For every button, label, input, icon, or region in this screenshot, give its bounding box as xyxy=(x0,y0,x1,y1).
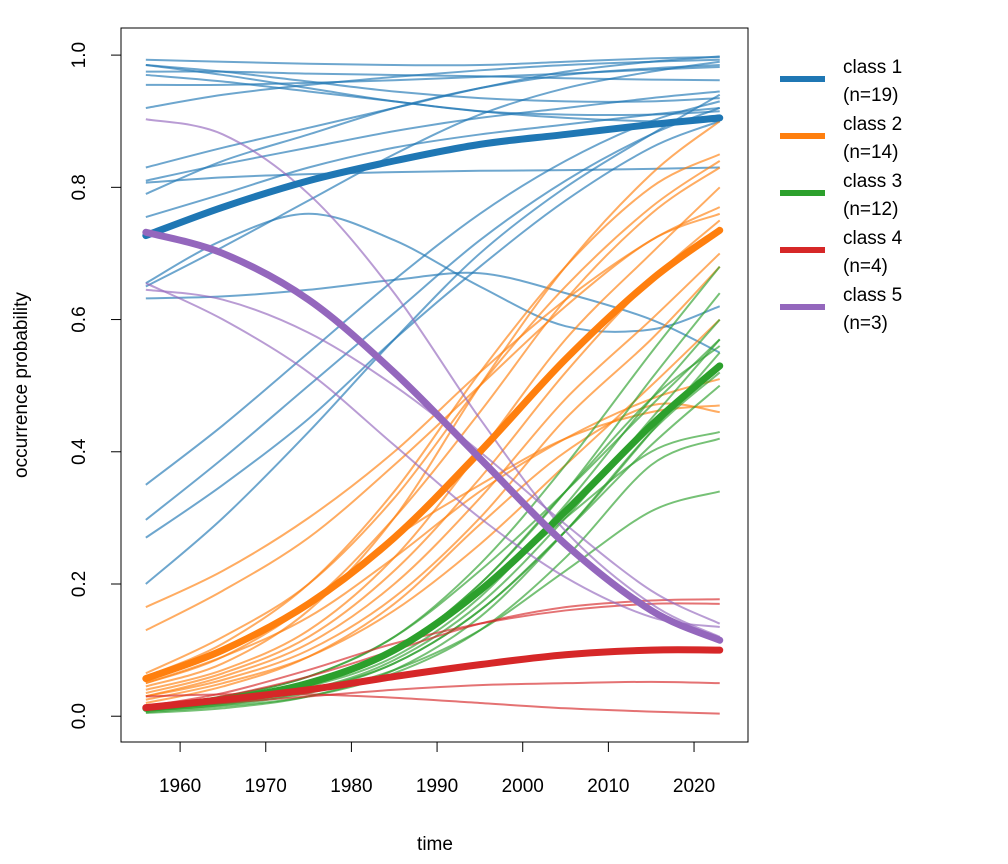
member-line xyxy=(145,437,721,714)
member-line xyxy=(145,70,720,82)
member-line xyxy=(145,266,721,708)
x-tick-label: 1970 xyxy=(245,776,287,797)
member-line xyxy=(145,153,721,678)
member-line xyxy=(145,160,721,675)
member-line xyxy=(145,371,721,714)
plot-frame xyxy=(120,27,749,743)
x-tick-label: 1990 xyxy=(416,776,458,797)
member-line xyxy=(145,166,720,184)
member-line xyxy=(145,166,721,685)
legend-label-line: class 3 xyxy=(843,171,902,192)
member-line xyxy=(145,212,721,632)
legend-label-line: (n=4) xyxy=(843,256,888,277)
member-line xyxy=(145,378,721,685)
member-line xyxy=(145,402,720,704)
class-mean-line xyxy=(142,226,724,683)
x-tick-label: 1960 xyxy=(159,776,201,797)
member-line xyxy=(145,60,720,288)
member-line xyxy=(145,252,721,698)
class-mean-line xyxy=(142,228,724,644)
y-tick-label: 0.8 xyxy=(69,174,90,200)
legend-label: class 4 (n=4) xyxy=(843,228,903,277)
member-line xyxy=(145,64,720,195)
member-line xyxy=(145,288,721,625)
member-line xyxy=(145,120,721,688)
legend-label-line: (n=19) xyxy=(843,85,898,106)
member-line xyxy=(145,56,720,67)
member-line xyxy=(145,64,720,123)
x-tick-label: 2020 xyxy=(673,776,715,797)
member-line xyxy=(145,64,720,103)
member-line xyxy=(145,107,721,521)
legend-label-line: (n=3) xyxy=(843,313,888,334)
legend-label-line: class 4 xyxy=(843,228,903,249)
legend-label: class 1 (n=19) xyxy=(843,57,902,106)
class-mean-line xyxy=(142,114,724,240)
legend-label-line: class 1 xyxy=(843,57,902,78)
member-line xyxy=(145,186,721,691)
legend-label: class 2 (n=14) xyxy=(843,114,902,163)
member-line xyxy=(145,680,720,711)
member-line xyxy=(145,265,721,698)
legend-label: class 3 (n=12) xyxy=(843,171,902,220)
y-tick-label: 0.6 xyxy=(69,306,90,332)
x-tick-label: 2010 xyxy=(587,776,629,797)
member-line xyxy=(145,90,720,182)
y-tick-label: 0.0 xyxy=(69,703,90,729)
member-line xyxy=(145,212,721,333)
member-line xyxy=(145,318,721,701)
y-axis-label: occurrence probability xyxy=(11,292,32,478)
member-line xyxy=(145,490,721,712)
y-tick-label: 0.4 xyxy=(69,438,90,465)
x-axis-label: time xyxy=(417,834,453,855)
y-tick-label: 1.0 xyxy=(69,42,90,68)
member-line xyxy=(145,282,720,628)
member-line xyxy=(145,66,720,87)
legend-label: class 5 (n=3) xyxy=(843,285,902,334)
member-line xyxy=(145,93,721,585)
y-tick-label: 0.2 xyxy=(69,571,90,597)
class-mean-line xyxy=(142,646,724,712)
legend-label-line: class 5 xyxy=(843,285,902,306)
x-tick-label: 1980 xyxy=(330,776,372,797)
member-line xyxy=(145,120,721,539)
legend-label-line: class 2 xyxy=(843,114,902,135)
legend-label-line: (n=14) xyxy=(843,142,898,163)
member-line xyxy=(145,106,720,219)
member-line xyxy=(145,118,721,638)
legend-label-line: (n=12) xyxy=(843,199,898,220)
member-line xyxy=(145,271,721,354)
x-tick-label: 2000 xyxy=(502,776,544,797)
